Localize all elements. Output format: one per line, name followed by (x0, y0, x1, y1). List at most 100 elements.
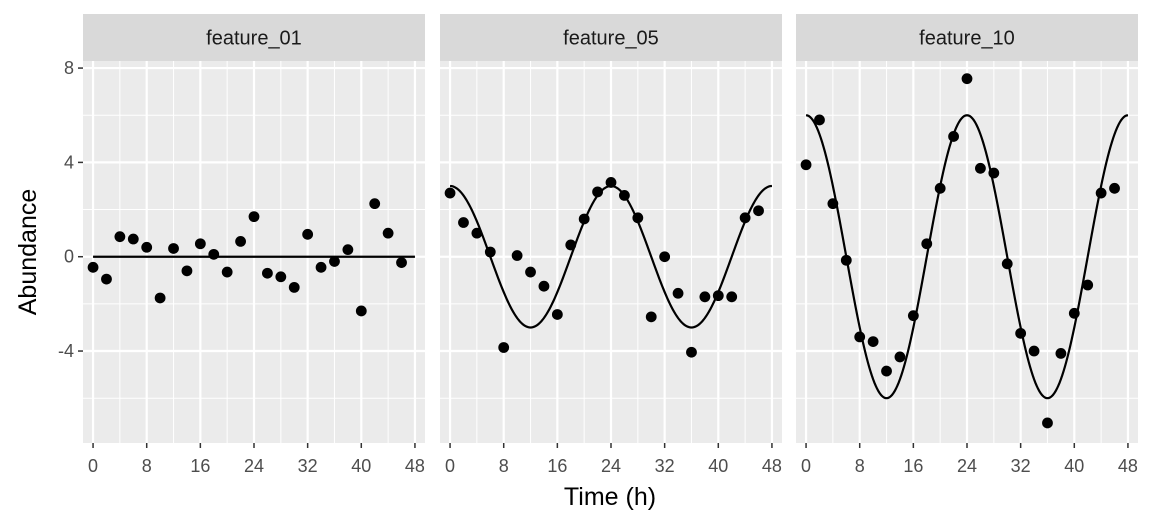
panel-strip (440, 14, 782, 61)
data-point (315, 261, 327, 273)
data-point (262, 267, 273, 279)
data-point (592, 186, 603, 198)
data-point (1015, 327, 1027, 339)
x-tick-label: 40 (708, 456, 728, 476)
data-point (814, 114, 825, 126)
x-tick-label: 48 (405, 456, 425, 476)
data-point (538, 280, 550, 292)
data-point (141, 241, 153, 253)
x-tick-label: 40 (1064, 456, 1084, 476)
data-point (565, 239, 577, 251)
data-point (1082, 279, 1094, 291)
data-point (1028, 345, 1040, 357)
data-point (578, 213, 590, 225)
data-point (726, 291, 738, 303)
data-point (511, 250, 523, 261)
data-point (672, 287, 684, 299)
data-point (551, 309, 563, 320)
data-point (867, 336, 879, 348)
data-point (101, 273, 112, 285)
data-point (1068, 307, 1080, 319)
x-tick-label: 0 (445, 456, 455, 476)
data-point (181, 265, 193, 277)
data-point (1055, 347, 1067, 359)
data-point (907, 310, 919, 322)
data-point (382, 227, 394, 239)
x-tick-label: 32 (655, 456, 675, 476)
data-point (645, 311, 657, 323)
x-tick-label: 32 (1011, 456, 1031, 476)
data-point (114, 231, 126, 243)
data-point (369, 198, 381, 210)
data-point (1095, 187, 1107, 199)
panel-strip (83, 14, 425, 61)
x-tick-label: 16 (547, 456, 567, 476)
x-tick-label: 48 (1118, 456, 1138, 476)
data-point (827, 198, 839, 210)
data-point (753, 205, 764, 217)
data-point (355, 305, 367, 317)
panels-layer: feature_01 0 8 16 24 32 40 48 feature_05 0 8 16 24 32… (83, 14, 1138, 476)
x-tick-label: 0 (88, 456, 98, 476)
x-tick-label: 24 (601, 456, 621, 476)
x-axis-title: Time (h) (564, 483, 656, 511)
x-tick-label: 24 (957, 456, 977, 476)
data-point (127, 233, 139, 245)
data-point (894, 351, 906, 363)
x-tick-label: 0 (801, 456, 811, 476)
data-point (458, 217, 469, 228)
data-point (659, 251, 671, 263)
fit-line (805, 114, 1129, 400)
data-point (1001, 258, 1013, 270)
data-point (194, 238, 206, 250)
y-axis: -4 0 4 8 (58, 58, 83, 361)
data-point (498, 342, 510, 353)
x-tick-label: 8 (142, 456, 152, 476)
data-point (934, 182, 946, 194)
data-point (1042, 417, 1053, 429)
x-tick-label: 16 (903, 456, 923, 476)
data-point (221, 266, 233, 278)
x-tick-label: 8 (499, 456, 509, 476)
data-point (87, 261, 99, 273)
data-point (248, 211, 260, 223)
data-point (154, 292, 166, 304)
data-point (605, 177, 617, 188)
data-point (686, 346, 697, 358)
y-tick-label: 0 (64, 247, 74, 267)
data-point (525, 266, 536, 278)
data-point (948, 131, 959, 142)
panel-strip-label: feature_10 (919, 28, 1015, 50)
x-tick-label: 16 (190, 456, 210, 476)
data-point (961, 73, 973, 85)
x-tick-label: 32 (298, 456, 318, 476)
panel-feature-10: feature_10 0 8 16 24 32 40 48 (796, 14, 1138, 476)
data-point (975, 162, 986, 174)
data-point (699, 291, 711, 303)
y-tick-label: 4 (64, 152, 74, 172)
data-point (800, 159, 812, 171)
x-tick-label: 48 (762, 456, 782, 476)
data-point (712, 290, 724, 302)
y-axis-title: Abundance (14, 189, 42, 316)
panel-strip (796, 14, 1138, 61)
data-point (329, 256, 340, 267)
panel-strip-label: feature_01 (206, 28, 302, 50)
data-point (208, 248, 220, 260)
data-point (288, 281, 300, 293)
data-point (632, 212, 644, 224)
data-point (854, 331, 866, 343)
data-point (302, 228, 314, 240)
x-tick-label: 40 (351, 456, 371, 476)
y-tick-label: 8 (64, 58, 74, 78)
data-point (619, 190, 630, 201)
panel-feature-01: feature_01 0 8 16 24 32 40 48 (83, 14, 425, 476)
data-point (168, 243, 179, 254)
y-tick-label: -4 (58, 341, 74, 361)
data-point (739, 212, 751, 224)
x-tick-label: 8 (855, 456, 865, 476)
data-point (921, 238, 933, 250)
data-point (1109, 182, 1120, 194)
data-point (471, 227, 483, 239)
